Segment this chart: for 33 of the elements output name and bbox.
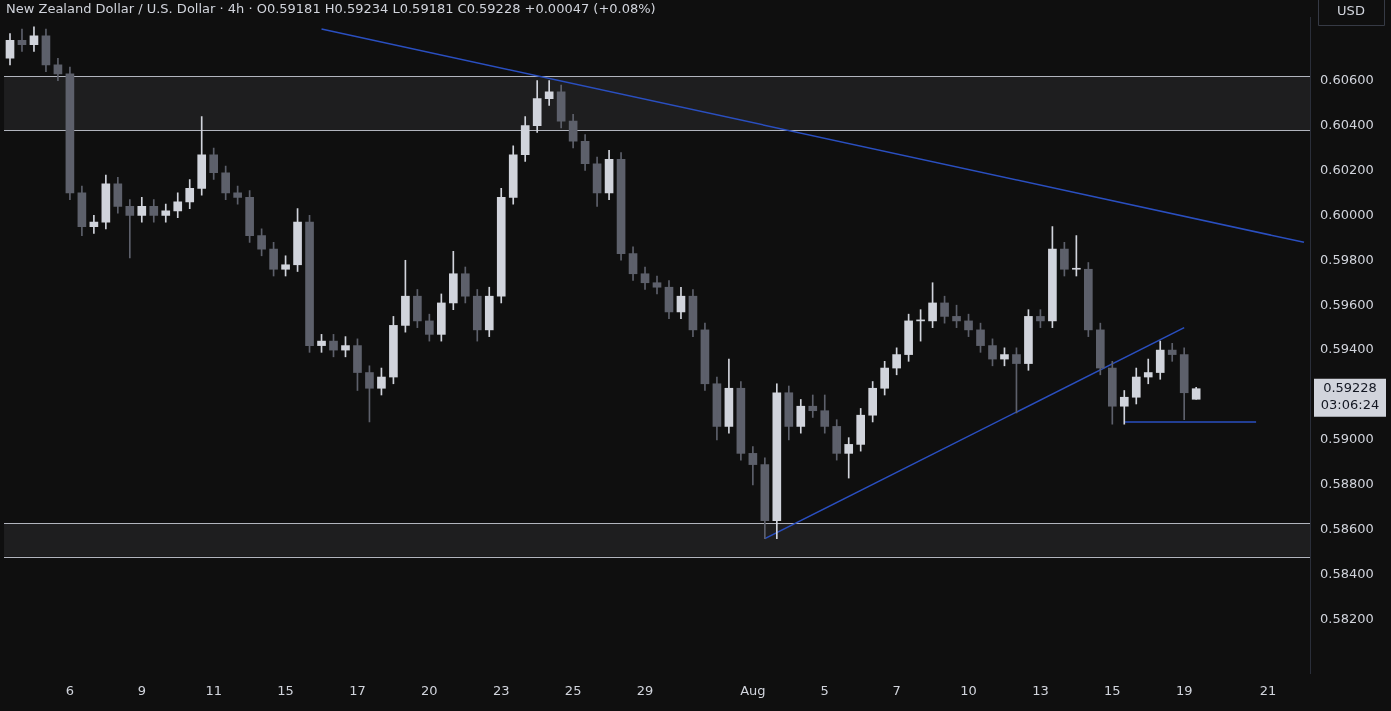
text: 03:06:24 [1320,397,1380,413]
x-tick-label: 25 [564,682,582,698]
x-tick-label: 17 [349,682,366,698]
y-tick-label: 0.58400 [1320,565,1374,581]
chart-title: New Zealand Dollar / U.S. Dollar · 4h · O0.59181 H0.59234 L0.59181 C0.59228 +0.00047 (+0.08%) [6,1,656,17]
x-tick-label: 20 [421,682,438,698]
x-tick-label: 23 [492,682,510,698]
x-tick-label: 15 [277,682,294,698]
x-tick-label: 11 [205,682,222,698]
y-tick-label: 0.58800 [1320,476,1374,492]
x-tick-label: 5 [820,682,829,698]
x-tick-label: 15 [1104,682,1121,698]
y-tick-label: 0.60400 [1320,116,1374,132]
x-tick-label: 10 [960,682,977,698]
y-tick-label: 0.59800 [1320,251,1374,267]
y-tick-label: 0.59000 [1320,431,1374,447]
y-tick-label: 0.60200 [1320,161,1374,177]
x-tick-label: 21 [1259,682,1277,698]
text: 0.59228 [1323,380,1377,396]
y-tick-label: 0.60600 [1320,72,1374,88]
y-tick-label: 0.59600 [1320,296,1374,312]
x-tick-label: 7 [892,682,901,698]
x-tick-label: 19 [1175,682,1193,698]
y-tick-label: 0.59400 [1320,341,1374,357]
x-tick-label: 29 [636,682,654,698]
y-tick-label: 0.58200 [1320,610,1374,626]
x-tick-label: 9 [137,682,146,698]
text: USD [1337,3,1365,19]
y-tick-label: 0.58600 [1320,521,1374,537]
x-tick-label: 6 [65,682,75,698]
x-tick-label: Aug [740,682,766,698]
y-tick-label: 0.60000 [1320,206,1374,222]
x-tick-label: 13 [1032,682,1049,698]
